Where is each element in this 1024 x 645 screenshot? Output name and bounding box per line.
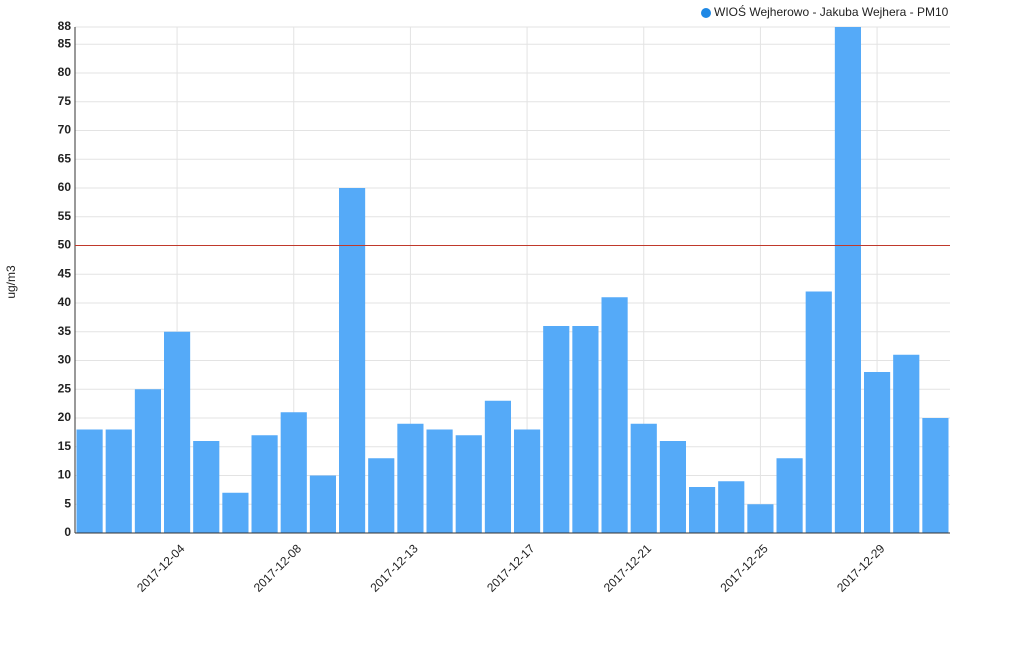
- bar: [397, 423, 424, 533]
- y-tick-label: 70: [58, 123, 72, 137]
- legend-label: WIOŚ Wejherowo - Jakuba Wejhera - PM10: [714, 4, 949, 19]
- bar: [134, 389, 161, 533]
- y-tick-label: 45: [58, 266, 72, 280]
- bar: [543, 326, 570, 533]
- bar: [76, 429, 103, 533]
- y-axis-label: ug/m3: [4, 265, 18, 299]
- bar: [834, 27, 861, 533]
- y-tick-label: 65: [58, 151, 72, 165]
- y-tick-label: 80: [58, 65, 72, 79]
- bar: [922, 418, 949, 533]
- bar: [251, 435, 278, 533]
- x-tick-label: 2017-12-25: [717, 541, 771, 595]
- bar: [659, 441, 686, 533]
- bar: [776, 458, 803, 533]
- y-tick-label: 30: [58, 353, 72, 367]
- bar: [484, 400, 511, 533]
- bar: [309, 475, 336, 533]
- y-tick-label: 20: [58, 410, 72, 424]
- bar: [105, 429, 132, 533]
- bar: [601, 297, 628, 533]
- bar: [572, 326, 599, 533]
- y-tick-label: 5: [64, 496, 71, 510]
- x-tick-label: 2017-12-04: [134, 541, 188, 595]
- bar: [339, 188, 366, 533]
- y-tick-label: 85: [58, 36, 72, 50]
- y-tick-label: 25: [58, 381, 72, 395]
- y-tick-label: 15: [58, 439, 72, 453]
- y-tick-label: 35: [58, 324, 72, 338]
- y-tick-label: 75: [58, 94, 72, 108]
- bar: [193, 441, 220, 533]
- x-tick-label: 2017-12-21: [601, 541, 655, 595]
- x-tick-label: 2017-12-17: [484, 541, 538, 595]
- bar: [630, 423, 657, 533]
- bar: [222, 492, 249, 533]
- x-tick-label: 2017-12-29: [834, 541, 888, 595]
- bar: [368, 458, 395, 533]
- bar: [514, 429, 541, 533]
- bar: [164, 331, 191, 533]
- bar: [455, 435, 482, 533]
- bar: [864, 372, 891, 533]
- y-tick-label: 50: [58, 238, 72, 252]
- x-tick-label: 2017-12-08: [251, 541, 305, 595]
- y-tick-label: 40: [58, 295, 72, 309]
- y-tick-label: 55: [58, 209, 72, 223]
- legend-marker: [701, 8, 711, 18]
- y-tick-label: 88: [58, 19, 72, 33]
- bar: [426, 429, 453, 533]
- bar: [280, 412, 307, 533]
- y-tick-label: 60: [58, 180, 72, 194]
- bar: [805, 291, 832, 533]
- bar: [689, 487, 716, 533]
- bar: [893, 354, 920, 533]
- y-tick-label: 10: [58, 468, 72, 482]
- bar: [718, 481, 745, 533]
- y-tick-label: 0: [64, 525, 71, 539]
- x-tick-label: 2017-12-13: [367, 541, 421, 595]
- bar: [747, 504, 774, 533]
